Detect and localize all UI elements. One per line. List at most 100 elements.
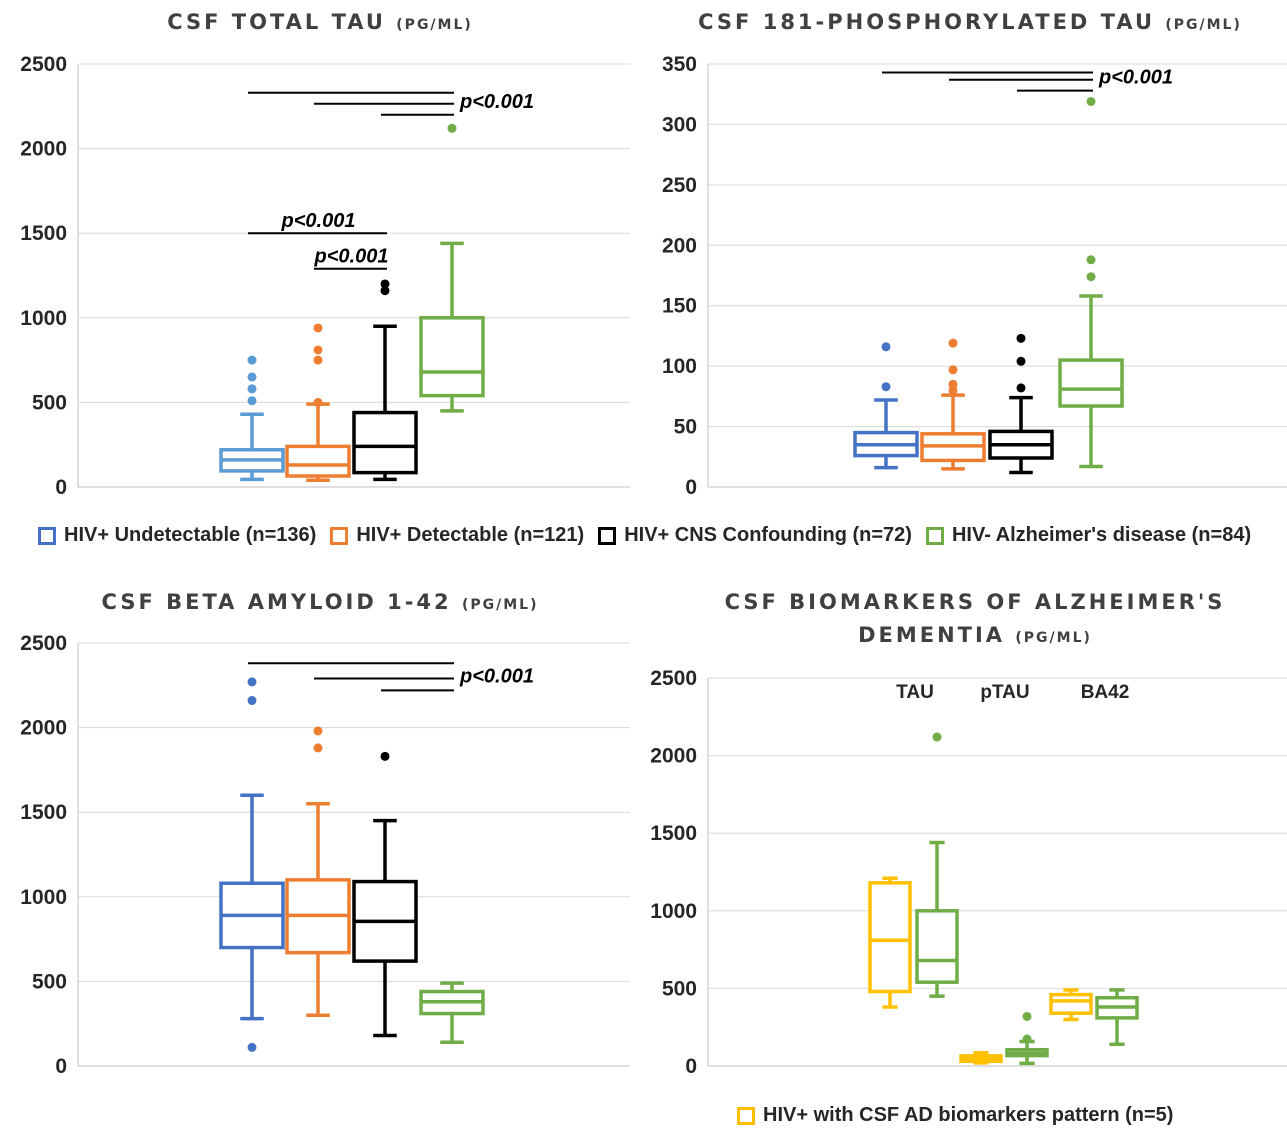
boxplot-series xyxy=(920,338,986,471)
outlier-point xyxy=(1086,96,1096,106)
boxplot-series xyxy=(868,876,912,1009)
title-unit: (PG/ML) xyxy=(396,17,473,33)
outlier-point xyxy=(313,345,323,355)
chart-panel-1: 0 50 100 150 200 250 300 350 p<0.001 xyxy=(662,53,1287,499)
p-value-label: p<0.001 xyxy=(1098,67,1173,89)
p-value-label: p<0.001 xyxy=(281,210,356,232)
legend-swatch xyxy=(330,526,349,545)
title-unit: (PG/ML) xyxy=(461,597,539,613)
outlier-point xyxy=(1016,333,1026,343)
significance-annotation: p<0.001 xyxy=(248,91,534,116)
y-tick-label: 500 xyxy=(662,977,697,1000)
boxplot-series xyxy=(352,279,418,482)
boxplot-series xyxy=(1058,96,1124,469)
legend-label: HIV+ Detectable (n=121) xyxy=(356,524,585,546)
outlier-point xyxy=(447,123,457,133)
p-value-label: p<0.001 xyxy=(459,666,534,688)
box-iqr xyxy=(285,444,351,478)
title-unit: (PG/ML) xyxy=(1015,630,1092,646)
y-tick-label: 2500 xyxy=(650,667,697,690)
y-tick-label: 1500 xyxy=(650,822,697,845)
legend-item: HIV+ Undetectable (n=136) xyxy=(38,524,316,547)
chart-panel-2: 0 500 1000 1500 2000 2500 p<0.001 xyxy=(20,632,630,1078)
title-text: CSF BETA AMYLOID 1-42 xyxy=(101,590,452,614)
outlier-point xyxy=(247,696,257,706)
outlier-point xyxy=(1022,1034,1032,1044)
y-tick-label: 0 xyxy=(685,1055,697,1078)
significance-annotation: p<0.001 xyxy=(248,662,534,692)
legend-swatch xyxy=(598,526,617,545)
significance-annotation: p<0.001 xyxy=(882,67,1173,92)
boxplot-series xyxy=(959,1051,1003,1065)
legend-label: HIV+ CNS Confounding (n=72) xyxy=(624,524,912,546)
outlier-point xyxy=(1016,356,1026,366)
p-value-label: p<0.001 xyxy=(459,91,534,113)
boxplot-series xyxy=(915,732,959,998)
outlier-point xyxy=(380,751,390,761)
legend-label: HIV+ Undetectable (n=136) xyxy=(64,524,317,546)
outlier-point xyxy=(948,379,958,389)
outlier-point xyxy=(948,365,958,375)
box-iqr xyxy=(868,881,912,994)
boxplot-series xyxy=(853,342,919,470)
y-tick-label: 1000 xyxy=(20,307,67,330)
outlier-point xyxy=(247,384,257,394)
legend-swatch xyxy=(737,1106,755,1125)
boxplot-series xyxy=(1005,1011,1049,1066)
chart-panel-0: 0 500 1000 1500 2000 2500 p<0.001 p<0.001 p<0.00… xyxy=(20,53,630,499)
y-tick-label: 2500 xyxy=(20,53,67,76)
y-tick-label: 150 xyxy=(662,295,697,318)
outlier-point xyxy=(881,382,891,392)
box-iqr xyxy=(352,410,418,475)
outlier-point xyxy=(313,743,323,753)
boxplot-series xyxy=(1095,988,1139,1047)
boxplot-series xyxy=(285,726,351,1017)
outlier-point xyxy=(881,342,891,352)
y-tick-label: 500 xyxy=(32,391,67,414)
outlier-point xyxy=(247,677,257,687)
category-label: pTAU xyxy=(980,682,1029,703)
outlier-point xyxy=(932,732,942,742)
outlier-point xyxy=(313,323,323,333)
title-text: CSF BIOMARKERS OF ALZHEIMER'S xyxy=(724,590,1226,614)
p-value-label: p<0.001 xyxy=(314,246,389,268)
outlier-point xyxy=(380,279,390,289)
legend-ad-pattern: HIV+ with CSF AD biomarkers pattern (n=5… xyxy=(737,1104,1173,1127)
y-tick-label: 100 xyxy=(662,355,697,378)
legend-item: HIV- Alzheimer's disease (n=84) xyxy=(925,524,1252,547)
y-tick-label: 2000 xyxy=(650,745,697,768)
legend-item: HIV+ Detectable (n=121) xyxy=(330,524,584,547)
y-tick-label: 2000 xyxy=(20,717,67,740)
outlier-point xyxy=(1086,255,1096,265)
outlier-point xyxy=(380,286,390,296)
outlier-point xyxy=(1016,383,1026,393)
title-text: CSF TOTAL TAU xyxy=(167,10,386,34)
boxplot-series xyxy=(285,323,351,482)
boxplot-series xyxy=(1049,988,1093,1022)
y-tick-label: 1500 xyxy=(20,222,67,245)
legend-item: HIV+ CNS Confounding (n=72) xyxy=(598,524,912,547)
boxplot-series xyxy=(988,333,1054,475)
title-text: CSF 181-PHOSPHORYLATED TAU xyxy=(698,10,1156,34)
significance-annotation: p<0.001 xyxy=(314,246,389,270)
title-unit: (PG/ML) xyxy=(1165,17,1242,33)
box-iqr xyxy=(419,316,485,398)
chart-title-ptau: CSF 181-PHOSPHORYLATED TAU (PG/ML) xyxy=(650,6,1287,42)
boxplot-series xyxy=(419,123,485,413)
y-tick-label: 500 xyxy=(32,970,67,993)
outlier-point xyxy=(247,396,257,406)
y-tick-label: 2500 xyxy=(20,632,67,655)
y-tick-label: 350 xyxy=(662,53,697,76)
legend-label: HIV- Alzheimer's disease (n=84) xyxy=(951,524,1252,546)
outlier-point xyxy=(313,355,323,365)
boxplot-series xyxy=(352,751,418,1038)
chart-title-beta-amyloid: CSF BETA AMYLOID 1-42 (PG/ML) xyxy=(60,586,580,622)
category-label: TAU xyxy=(896,682,934,703)
legend-label: HIV+ with CSF AD biomarkers pattern (n=5… xyxy=(763,1104,1174,1126)
boxplot-series xyxy=(219,677,285,1052)
outlier-point xyxy=(247,372,257,382)
outlier-point xyxy=(247,355,257,365)
y-tick-label: 0 xyxy=(55,476,67,499)
legend-groups: HIV+ Undetectable (n=136) HIV+ Detectable… xyxy=(38,524,1265,547)
